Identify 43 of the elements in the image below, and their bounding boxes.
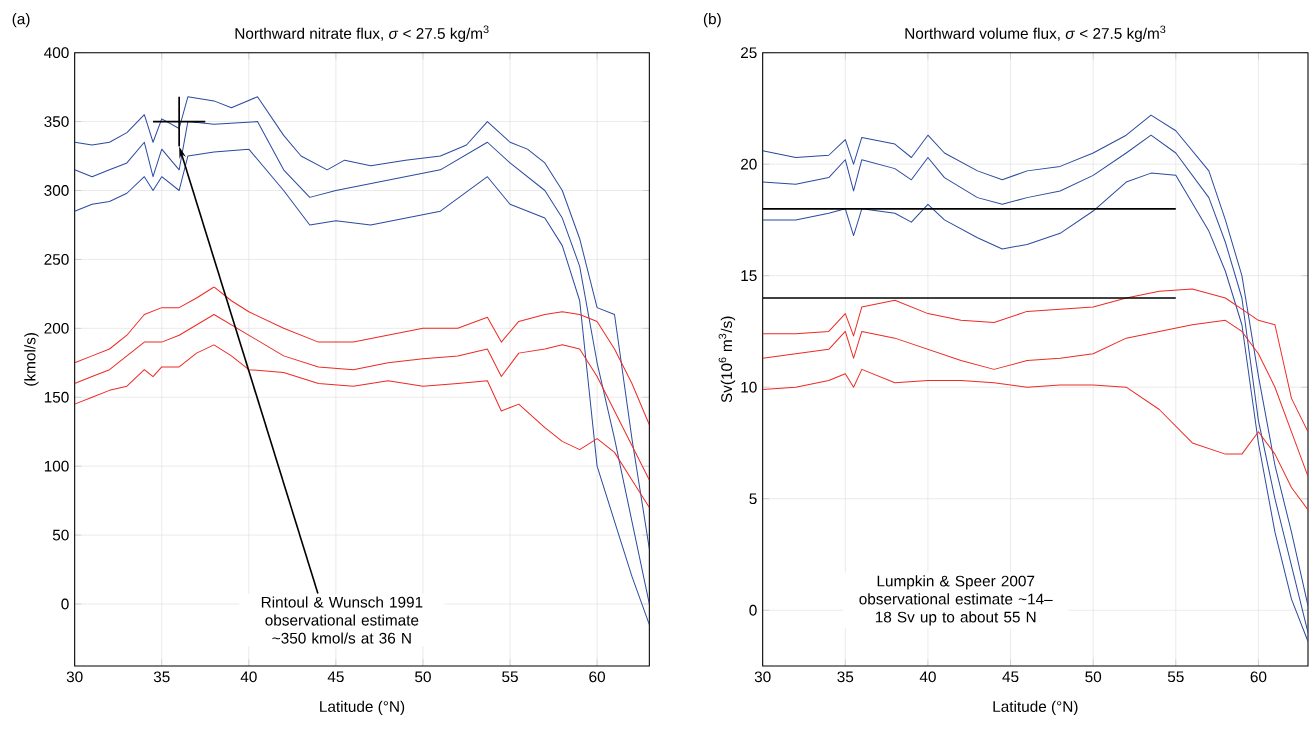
- x-tick-label: 30: [66, 671, 83, 683]
- y-tick-label: 25: [741, 47, 757, 59]
- x-tick-label: 30: [754, 671, 771, 683]
- x-axis-title: Latitude (°N): [993, 700, 1078, 716]
- x-tick-label: 50: [415, 671, 431, 683]
- x-tick-label: 60: [589, 671, 606, 683]
- y-tick-label: 5: [749, 493, 757, 505]
- line-series: [762, 368, 1308, 511]
- y-tick-label: 250: [44, 253, 69, 265]
- y-tick-label: 0: [61, 598, 69, 610]
- y-tick-label: 350: [44, 116, 69, 127]
- text: (b): [703, 13, 721, 28]
- y-tick-label: 300: [44, 185, 69, 196]
- x-tick-label: 40: [919, 671, 936, 683]
- text: (a): [12, 13, 30, 28]
- line-series: [74, 96, 650, 550]
- x-tick-label: 45: [1002, 671, 1019, 683]
- y-axis-title: Sv(10$^{6}$ m$^{3}$/s): [718, 316, 736, 403]
- y-tick-label: 400: [44, 47, 69, 59]
- y-tick-label: 0: [749, 604, 757, 616]
- x-tick-label: 60: [1250, 671, 1267, 683]
- chart-title: Northward volume flux, σ < 27.5 kg/m$^{3}$: [905, 25, 1166, 42]
- y-tick-label: 15: [741, 270, 757, 282]
- line-series: [762, 288, 1308, 433]
- x-tick-label: 35: [837, 671, 854, 683]
- y-tick-label: 100: [44, 460, 69, 472]
- y-axis-title: (kmol/s): [24, 333, 39, 386]
- annotation: Lumpkin & Speer 2007 observational estimate ~14–18 Sv up to about 55 N: [859, 575, 1053, 626]
- x-tick-label: 50: [1085, 671, 1102, 683]
- x-tick-label: 55: [502, 671, 518, 683]
- annotation: Rintoul & Wunsch 1991 observational estimate ~350 kmol/s at 36 N: [261, 596, 423, 644]
- x-axis-title: Latitude (°N): [320, 700, 405, 716]
- chart-title: Northward nitrate flux, σ < 27.5 kg/m$^{3}$: [235, 25, 489, 42]
- x-tick-label: 40: [240, 671, 257, 683]
- x-tick-label: 45: [327, 671, 344, 683]
- y-tick-label: 10: [741, 381, 757, 393]
- y-tick-label: 150: [44, 391, 69, 403]
- x-tick-label: 35: [153, 671, 170, 683]
- y-tick-label: 50: [52, 529, 69, 541]
- y-tick-label: 20: [741, 158, 757, 170]
- y-tick-label: 200: [44, 322, 69, 334]
- line-series: [74, 344, 650, 508]
- x-tick-label: 55: [1167, 671, 1184, 683]
